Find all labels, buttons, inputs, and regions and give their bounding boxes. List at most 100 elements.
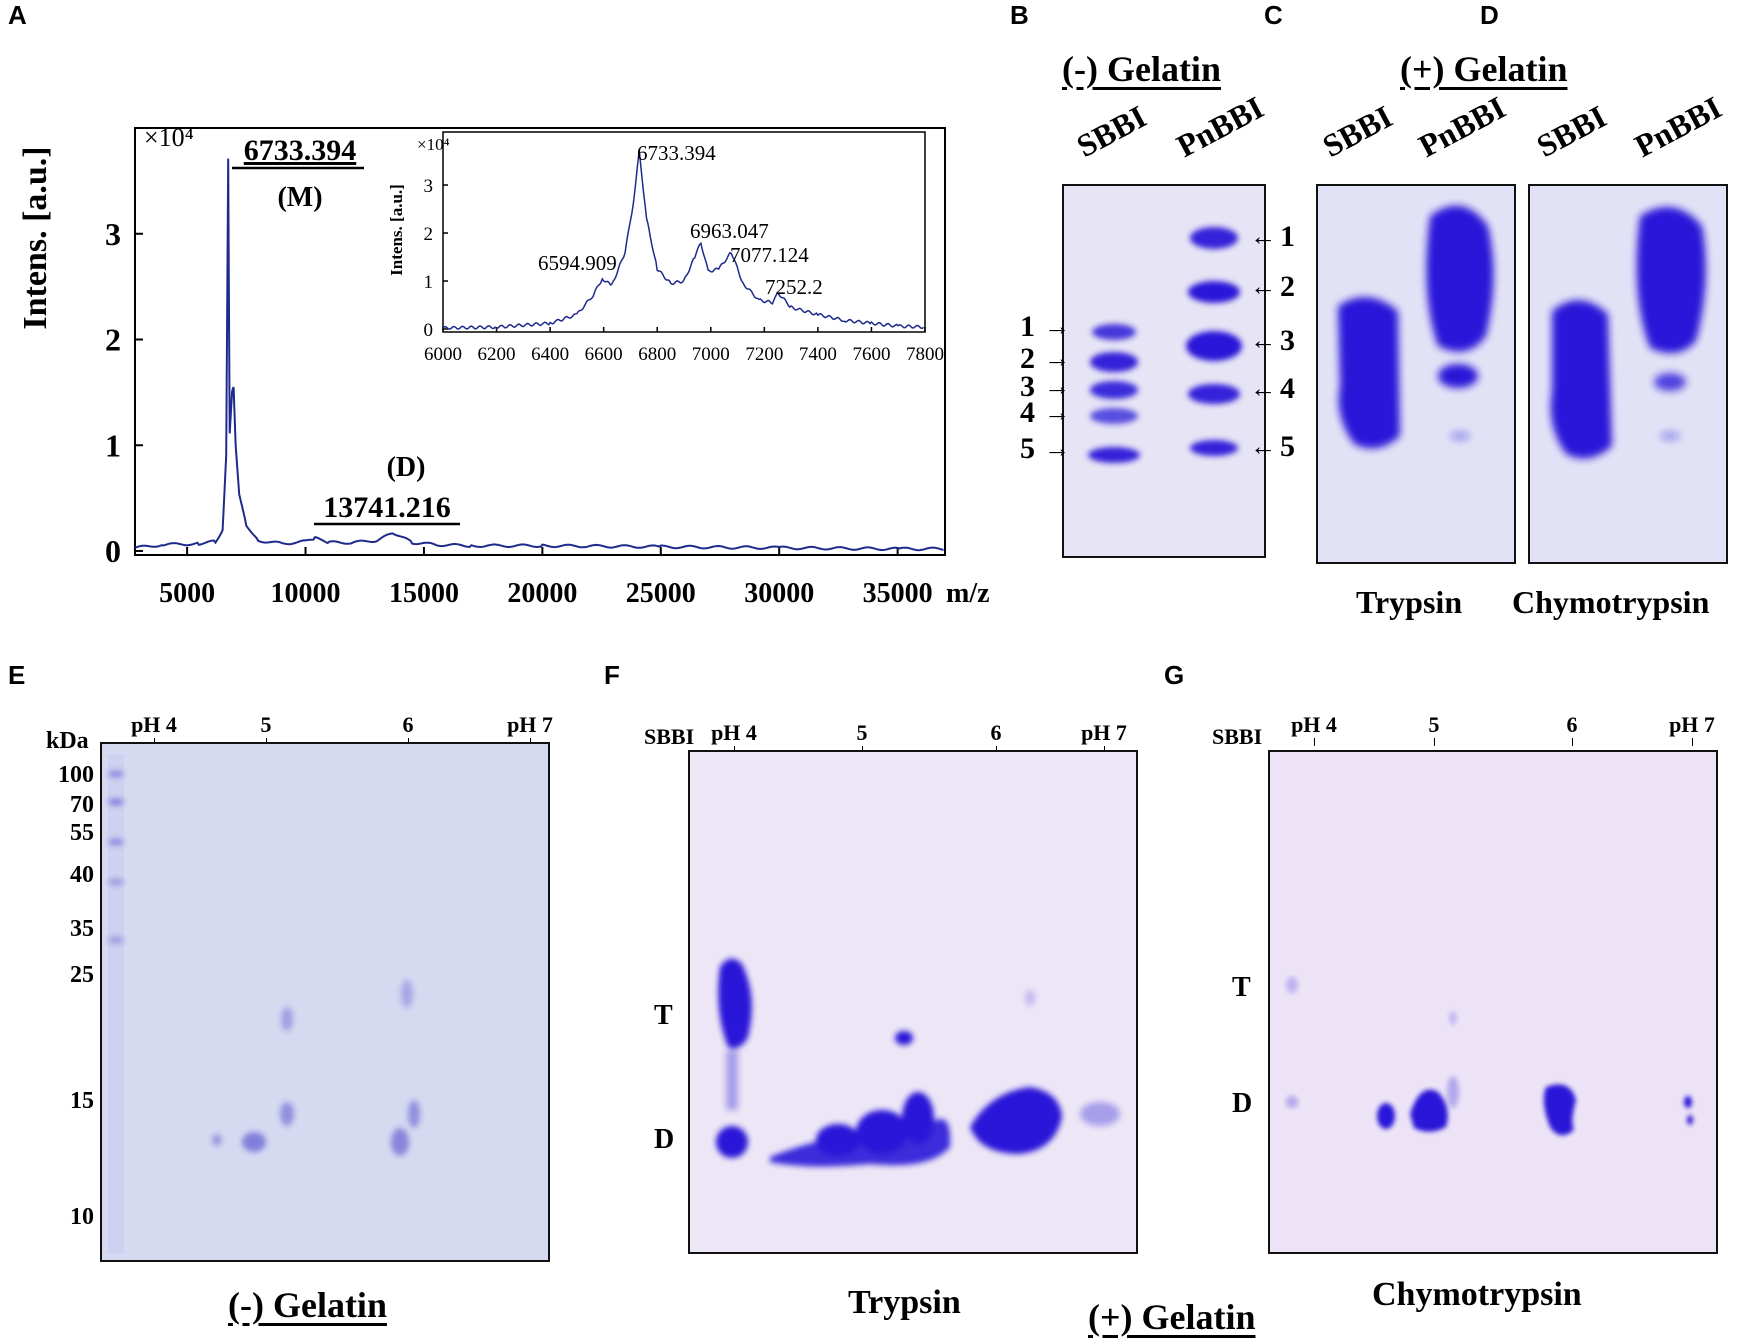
inset-peak-label-4: 7077.124 <box>730 243 809 267</box>
inset-y-tick-label: 0 <box>424 320 434 341</box>
inset-y-tick-label: 1 <box>424 272 434 293</box>
arrow-right-icon: → <box>1044 398 1070 427</box>
ph-tick-mark <box>1314 738 1315 746</box>
panel-letter-a: A <box>8 0 27 30</box>
inset-peak-label-3: 6963.047 <box>690 219 769 243</box>
ph-tick-label: 5 <box>260 712 272 737</box>
inset-x-tick-label: 6000 <box>424 344 462 365</box>
band-number-right: 2 <box>1280 270 1295 303</box>
ph-tick-label: pH 4 <box>131 712 177 737</box>
ph-tick-label: 5 <box>856 720 868 745</box>
inset-plot-frame <box>442 131 926 333</box>
main-spectrum-line <box>134 158 944 552</box>
ph-tick-mark <box>1434 738 1435 746</box>
peak-d-tag: (D) <box>387 452 426 483</box>
arrow-right-icon: → <box>1044 372 1070 401</box>
x-tick-label: 20000 <box>507 578 577 609</box>
panel-d-lane-sbbi: SBBI <box>1530 98 1612 165</box>
panel-f-gel <box>688 750 1138 1254</box>
band-number-right: 3 <box>1280 324 1295 357</box>
main-plot-frame <box>134 127 946 556</box>
y-tick-label: 0 <box>105 533 121 569</box>
kda-marker-label: 70 <box>70 792 94 818</box>
inset-x-tick-label: 6400 <box>531 344 569 365</box>
ph-tick-mark <box>1572 738 1573 746</box>
panel-f-sbbi-label: SBBI <box>644 724 695 749</box>
kda-marker-label: 10 <box>70 1204 94 1230</box>
panel-c-lane-sbbi: SBBI <box>1316 98 1398 165</box>
main-x-ticks: 5000 10000 15000 20000 25000 30000 35000 <box>159 547 933 609</box>
panel-letter-g: G <box>1164 660 1185 690</box>
x-tick-label: 15000 <box>389 578 459 609</box>
ph-tick-mark <box>1692 738 1693 746</box>
ph-tick-label: 6 <box>1566 712 1578 737</box>
inset-peak-label-5: 7252.2 <box>765 275 823 299</box>
x-unit-label: m/z <box>946 578 990 609</box>
arrow-right-icon: → <box>1044 312 1070 341</box>
band-number-right: 4 <box>1280 372 1295 405</box>
kda-marker-label: 25 <box>70 962 94 988</box>
panel-letter-f: F <box>604 660 620 690</box>
x-tick-label: 10000 <box>271 578 341 609</box>
inset-spectrum-line <box>442 150 925 330</box>
panel-letter-d: D <box>1480 0 1499 30</box>
inset-y-axis-label: Intens. [a.u.] <box>387 184 406 276</box>
inset-peak-label-2: 6594.909 <box>538 251 617 275</box>
x-tick-label: 30000 <box>744 578 814 609</box>
kda-marker-label: 55 <box>70 820 94 846</box>
peak-m-value: 6733.394 <box>244 134 357 167</box>
peak-d-value: 13741.216 <box>323 491 451 524</box>
panel-letter-c: C <box>1264 0 1283 30</box>
panel-letter-e: E <box>8 660 26 690</box>
kda-marker-label: 100 <box>58 762 94 788</box>
band-number-right: 1 <box>1280 220 1295 253</box>
panel-b-gel <box>1062 184 1266 558</box>
inset-y-tick-label: 2 <box>424 224 434 245</box>
ph-tick-label: pH 7 <box>1669 712 1715 737</box>
inset-y-tick-label: 3 <box>424 176 434 197</box>
arrow-right-icon: → <box>1044 434 1070 463</box>
peak-m-tag: (M) <box>277 182 322 213</box>
ph-tick-label: 6 <box>402 712 414 737</box>
panel-c-gel <box>1316 184 1516 564</box>
inset-x-tick-label: 6200 <box>478 344 516 365</box>
ph-tick-label: 5 <box>1428 712 1440 737</box>
arrow-left-icon: ← <box>1250 374 1276 403</box>
panel-b-title: (-) Gelatin <box>1062 49 1221 89</box>
panel-d-gel <box>1528 184 1728 564</box>
panel-b-lane-pnbbi: PnBBI <box>1170 88 1270 165</box>
inset-x-tick-label: 6600 <box>585 344 623 365</box>
x-tick-label: 5000 <box>159 578 215 609</box>
panel-cd-title: (+) Gelatin <box>1400 49 1568 89</box>
inset-x-tick-label: 7000 <box>692 344 730 365</box>
panel-f-label-d: D <box>654 1124 675 1155</box>
inset-y-ticks: 0 1 2 3 <box>424 176 448 341</box>
panel-e-caption: (-) Gelatin <box>228 1285 387 1325</box>
inset-x-ticks: 6000 6200 6400 6600 6800 7000 7200 7400 7600 7800 <box>424 327 944 365</box>
band-number-left: 3 <box>1020 370 1035 403</box>
y-axis-label: Intens. [a.u.] <box>17 146 54 329</box>
inset-x-tick-label: 7400 <box>799 344 837 365</box>
ph-tick-label: pH 7 <box>507 712 553 737</box>
panel-d-caption: Chymotrypsin <box>1512 584 1710 620</box>
bottom-gelatin-caption: (+) Gelatin <box>1088 1297 1256 1337</box>
arrow-left-icon: ← <box>1250 432 1276 461</box>
ph-tick-label: pH 4 <box>1291 712 1337 737</box>
band-number-left: 4 <box>1020 396 1035 429</box>
x-tick-label: 35000 <box>863 578 933 609</box>
panel-f-label-t: T <box>654 1000 673 1031</box>
inset-x-tick-label: 7600 <box>852 344 890 365</box>
panel-g-label-t: T <box>1232 972 1251 1003</box>
arrow-left-icon: ← <box>1250 326 1276 355</box>
panel-c-lane-pnbbi: PnBBI <box>1412 88 1512 165</box>
inset-x-tick-label: 7800 <box>906 344 944 365</box>
ph-tick-label: pH 7 <box>1081 720 1127 745</box>
inset-x-tick-label: 7200 <box>745 344 783 365</box>
y-tick-label: 2 <box>105 322 121 358</box>
panel-c-caption: Trypsin <box>1356 584 1463 620</box>
kda-marker-label: 35 <box>70 916 94 942</box>
inset-x-tick-label: 6800 <box>638 344 676 365</box>
y-tick-label: 3 <box>105 216 121 252</box>
panel-g-gel <box>1268 750 1718 1254</box>
